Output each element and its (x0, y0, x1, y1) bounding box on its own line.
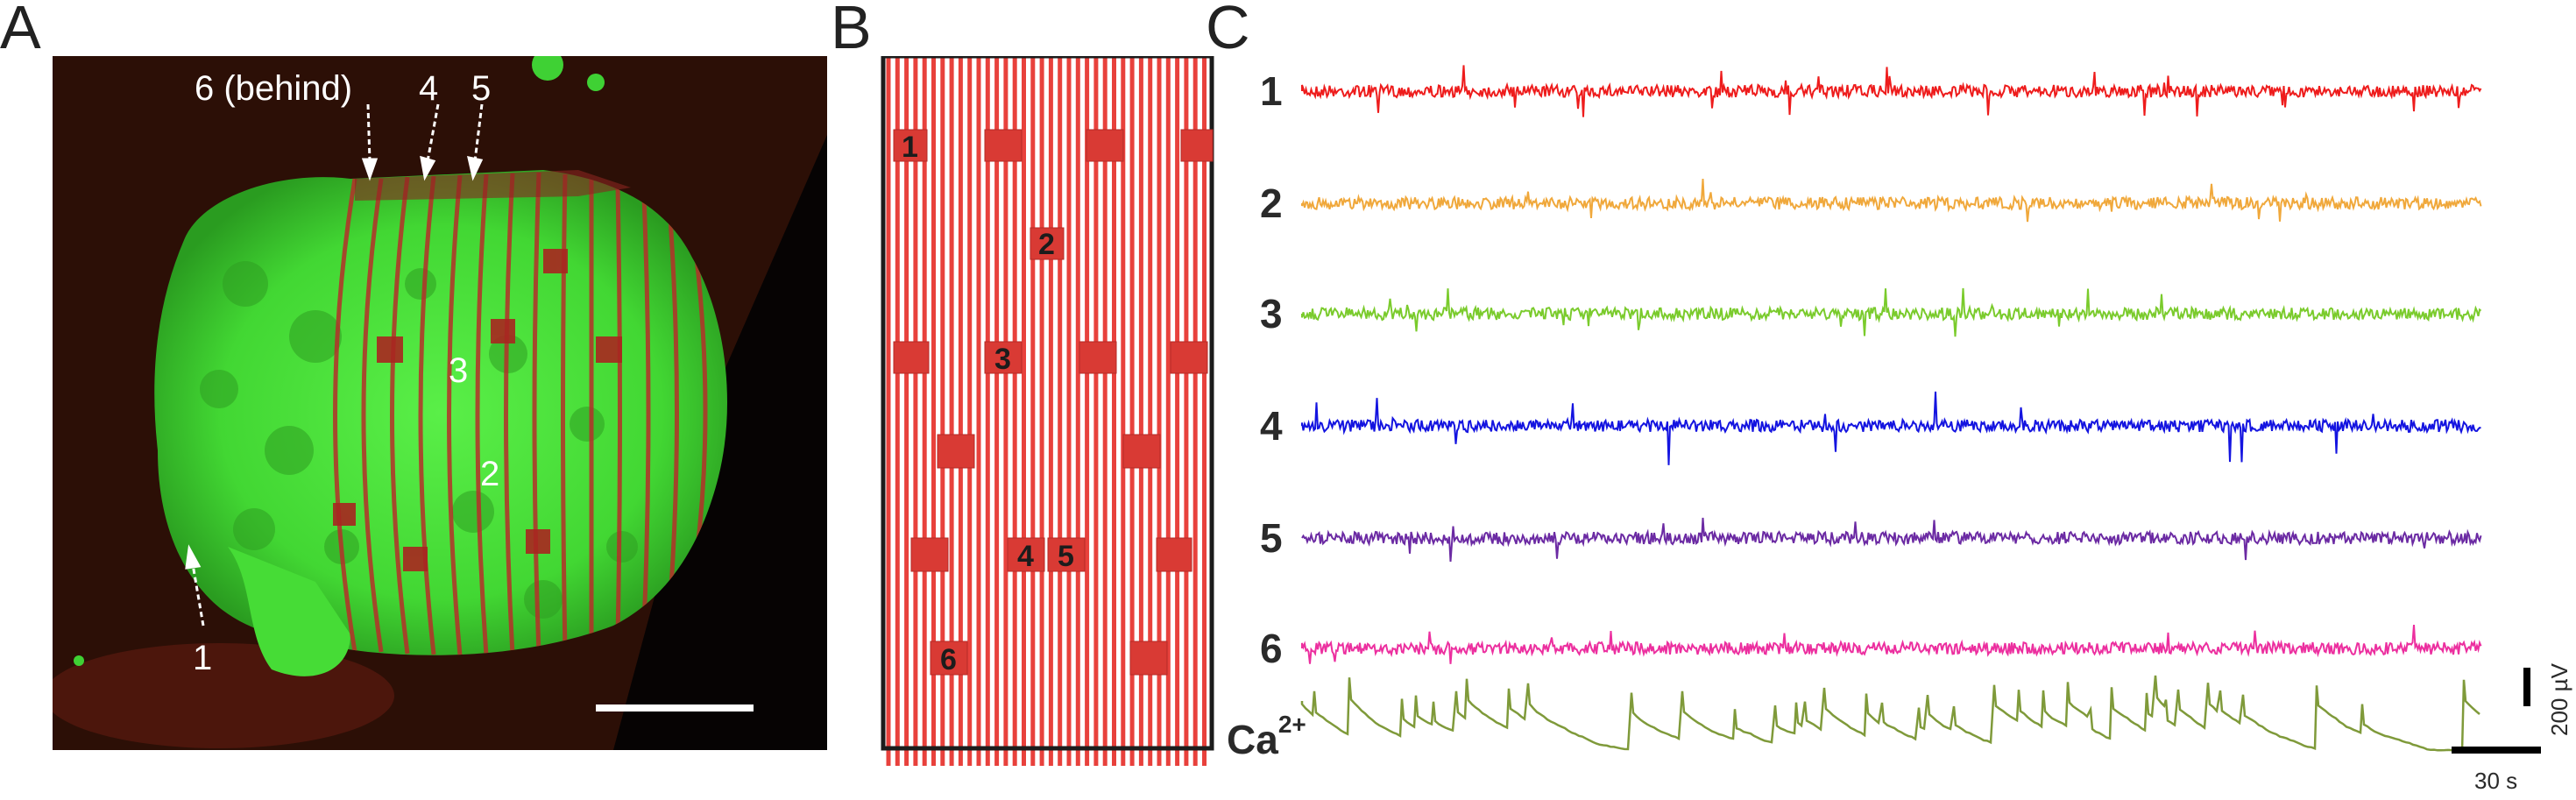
pad-decoy-c (1180, 129, 1214, 162)
pad-2 (1030, 227, 1065, 260)
electrode-label-2: 2 (1038, 228, 1055, 261)
electrode-label-5: 5 (1058, 540, 1074, 573)
pad-5 (1047, 537, 1086, 572)
label-3: 3 (449, 351, 468, 390)
label-4: 4 (419, 69, 438, 108)
pad-decoy-d (893, 341, 930, 374)
calcium-trace (1300, 675, 2480, 754)
trace-3 (1301, 287, 2482, 337)
trace-6 (1301, 625, 2482, 664)
trace-2 (1301, 179, 2482, 223)
trace-4 (1301, 391, 2481, 465)
electrode-label-4: 4 (1017, 540, 1034, 573)
pad-decoy-k (1129, 641, 1168, 676)
micrograph-image: 6 (behind) 4 5 3 2 1 (44, 49, 827, 750)
pad-4 (1007, 537, 1045, 572)
annotation-arrows (185, 103, 484, 627)
pad-decoy-i (910, 537, 949, 572)
scale-bar-vertical-label: 200 µV (2546, 662, 2572, 736)
pad-decoy-a (984, 129, 1023, 162)
pad-decoy-e (1079, 341, 1117, 374)
trace-label-3: 3 (1260, 291, 1283, 336)
mesh-frame (881, 53, 1214, 751)
pad-decoy-g (937, 434, 975, 469)
label-2: 2 (480, 455, 499, 493)
scale-bar-vertical (2523, 668, 2530, 706)
trace-label-1: 1 (1260, 68, 1283, 114)
traces-plot: 1 2 3 4 5 6 Ca2+ 200 µV 30 s (1227, 65, 2572, 794)
pad-decoy-h (1122, 434, 1161, 469)
scale-bar-a (596, 704, 754, 712)
panel-letter-c: C (1206, 0, 1250, 61)
electrode-label-6: 6 (940, 643, 957, 676)
electrode-label-1: 1 (902, 131, 918, 164)
label-6-behind: 6 (behind) (195, 69, 352, 108)
scale-bar-horizontal-label: 30 s (2474, 768, 2517, 794)
panel-letter-a: A (0, 0, 41, 61)
trace-label-5: 5 (1260, 515, 1283, 561)
trace-label-2: 2 (1260, 181, 1283, 226)
trace-5 (1301, 517, 2482, 563)
panel-letter-b: B (831, 0, 872, 61)
calcium-label: Ca2+ (1227, 711, 1306, 762)
pad-3 (984, 341, 1023, 374)
trace-group (1300, 65, 2482, 754)
scale-bar-horizontal (2452, 747, 2541, 754)
pad-decoy-j (1156, 537, 1192, 572)
pad-1 (893, 129, 928, 162)
pad-6 (930, 641, 968, 676)
electrode-label-3: 3 (994, 343, 1011, 376)
trace-1 (1301, 65, 2482, 117)
pad-decoy-f (1170, 341, 1208, 374)
panel-b-electrode-layout: 1 2 3 4 5 6 (876, 53, 1218, 766)
pad-decoy-b (1086, 129, 1124, 162)
label-5: 5 (471, 69, 491, 108)
label-1: 1 (193, 639, 212, 677)
interconnect-lines (886, 56, 1207, 766)
panel-a-micrograph: 6 (behind) 4 5 3 2 1 (44, 49, 827, 750)
trace-label-4: 4 (1260, 403, 1283, 449)
electrode-schematic: 1 2 3 4 5 6 (881, 53, 1214, 766)
panel-c-traces: 1 2 3 4 5 6 Ca2+ 200 µV 30 s (1227, 0, 2576, 796)
trace-label-6: 6 (1260, 626, 1283, 671)
